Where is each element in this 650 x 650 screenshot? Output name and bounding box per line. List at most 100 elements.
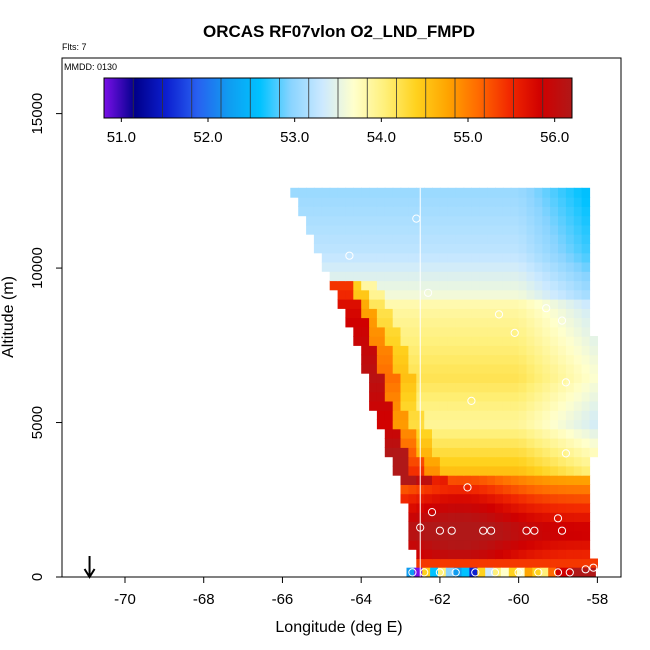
heatmap-cell	[376, 363, 386, 374]
heatmap-cell	[361, 243, 370, 254]
heatmap-cell	[534, 484, 543, 495]
heatmap-cell	[321, 206, 331, 217]
heatmap-cell	[376, 326, 386, 337]
heatmap-cell	[502, 317, 512, 328]
heatmap-cell	[471, 336, 480, 346]
heatmap-cell	[589, 558, 598, 569]
heatmap-cell	[455, 465, 465, 476]
heatmap-cell	[550, 465, 559, 476]
heatmap-cell	[558, 475, 567, 485]
heatmap-cell	[510, 391, 520, 402]
observation-markers	[345, 214, 598, 577]
heatmap-cell	[447, 428, 457, 439]
heatmap-cell	[392, 326, 402, 337]
heatmap-cell	[487, 530, 496, 541]
heatmap-cell	[432, 382, 441, 393]
observation-point	[514, 568, 523, 577]
heatmap-cell	[550, 252, 559, 263]
heatmap-cell	[550, 558, 559, 569]
heatmap-cell	[558, 280, 567, 291]
heatmap-cell	[432, 539, 441, 550]
flights-label: Flts: 7	[62, 42, 87, 52]
heatmap-cell	[400, 308, 409, 319]
heatmap-cell	[542, 391, 551, 402]
heatmap-cell	[447, 391, 457, 402]
heatmap-cell	[471, 521, 480, 532]
heatmap-cell	[502, 400, 512, 411]
heatmap-cell	[455, 447, 465, 458]
heatmap-cell	[439, 456, 449, 467]
heatmap-cell	[502, 428, 512, 439]
surface-cell	[485, 567, 494, 577]
heatmap-cell	[361, 308, 370, 319]
heatmap-cell	[400, 410, 409, 421]
heatmap-cell	[329, 243, 339, 254]
heatmap-cell	[408, 502, 417, 513]
heatmap-cell	[573, 197, 583, 207]
heatmap-cell	[384, 391, 394, 402]
heatmap-cell	[400, 484, 409, 495]
heatmap-cell	[487, 521, 496, 532]
heatmap-cell	[581, 530, 591, 541]
heatmap-cell	[573, 438, 583, 448]
heatmap-cell	[487, 289, 496, 300]
heatmap-cell	[573, 502, 583, 513]
heatmap-cell	[502, 252, 512, 263]
heatmap-cell	[376, 206, 386, 217]
heatmap-cell	[400, 456, 409, 467]
heatmap-cell	[479, 299, 488, 309]
heatmap-cell	[376, 252, 386, 263]
heatmap-cell	[573, 336, 583, 346]
heatmap-cell	[432, 512, 441, 522]
heatmap-cell	[502, 299, 512, 309]
heatmap-cell	[550, 475, 559, 485]
heatmap-cell	[479, 261, 488, 272]
heatmap-cell	[439, 243, 449, 254]
colorbar-frame	[103, 77, 573, 119]
heatmap-cell	[432, 308, 441, 319]
heatmap-cell	[424, 475, 433, 485]
heatmap-cell	[432, 410, 441, 421]
heatmap-cell	[408, 447, 417, 458]
heatmap-cell	[463, 261, 472, 272]
heatmap-cell	[353, 252, 362, 263]
heatmap-cell	[479, 539, 488, 550]
heatmap-cell	[455, 234, 465, 244]
heatmap-cell	[376, 336, 386, 346]
surface-cell	[422, 567, 431, 577]
heatmap-cell	[447, 530, 457, 541]
heatmap-cell	[463, 512, 472, 522]
heatmap-cell	[573, 345, 583, 356]
heatmap-cell	[542, 410, 551, 421]
heatmap-cell	[502, 261, 512, 272]
heatmap-cell	[400, 206, 409, 217]
heatmap-cell	[581, 456, 591, 467]
heatmap-cell	[542, 299, 551, 309]
heatmap-cell	[558, 493, 567, 504]
heatmap-cell	[510, 308, 520, 319]
heatmap-cell	[455, 308, 465, 319]
axes: -70 -68 -66 -64 -62 -60 -58 0 5000 10000 15000	[29, 93, 608, 608]
heatmap-cell	[455, 549, 465, 560]
heatmap-cell	[518, 391, 528, 402]
heatmap-cell	[400, 317, 409, 328]
heatmap-cell	[329, 271, 339, 282]
heatmap-cell	[392, 419, 402, 430]
heatmap-cell	[369, 197, 378, 207]
heatmap-cell	[589, 354, 598, 365]
heatmap-cell	[369, 289, 378, 300]
heatmap-cell	[550, 243, 559, 254]
heatmap-cell	[542, 549, 551, 560]
heatmap-cell	[581, 493, 591, 504]
heatmap-cell	[502, 271, 512, 282]
heatmap-cell	[376, 419, 386, 430]
heatmap-cell	[558, 502, 567, 513]
heatmap-cell	[463, 558, 472, 569]
heatmap-cell	[337, 271, 347, 282]
heatmap-cell	[384, 428, 394, 439]
heatmap-cell	[463, 317, 472, 328]
heatmap-cell	[369, 206, 378, 217]
heatmap-cell	[589, 400, 598, 411]
heatmap-cell	[447, 465, 457, 476]
heatmap-cell	[495, 382, 504, 393]
